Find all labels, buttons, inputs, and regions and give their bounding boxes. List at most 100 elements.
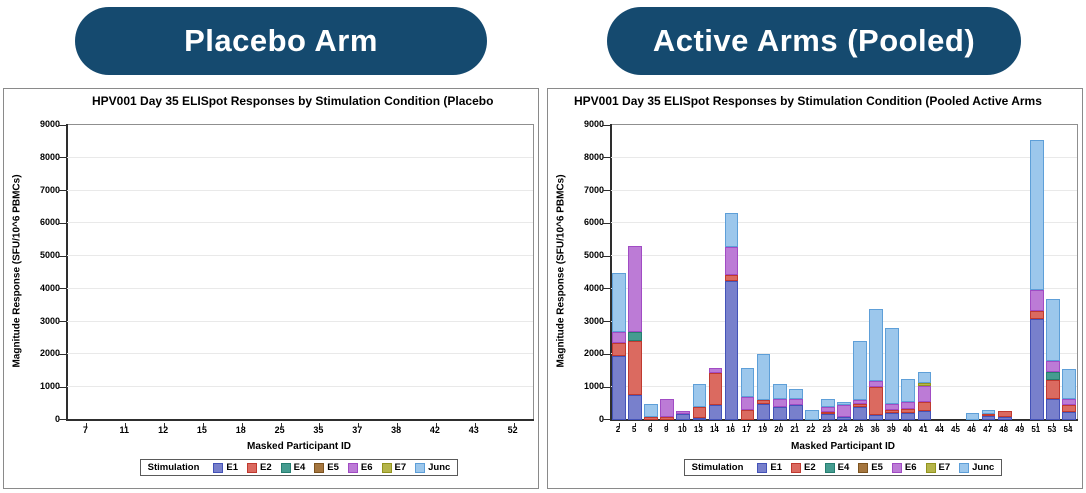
x-tick-label: 44 bbox=[934, 425, 944, 434]
x-tick-mark bbox=[358, 423, 360, 427]
gridline bbox=[611, 320, 1077, 322]
y-tick-mark bbox=[59, 386, 66, 388]
gridline bbox=[611, 386, 1077, 388]
x-tick-mark bbox=[619, 423, 621, 427]
bar-segment bbox=[869, 380, 883, 388]
bar-segment bbox=[917, 411, 932, 420]
bar-segment bbox=[1046, 361, 1060, 372]
x-axis-line bbox=[610, 419, 1078, 421]
bar-segment bbox=[612, 331, 626, 343]
y-tick-label: 0 bbox=[54, 414, 60, 424]
legend-swatch-icon bbox=[415, 462, 426, 473]
x-tick-mark bbox=[435, 423, 437, 427]
bar-segment bbox=[917, 386, 932, 402]
chart-title: HPV001 Day 35 ELISpot Responses by Stimu… bbox=[92, 94, 494, 108]
y-axis-line bbox=[66, 124, 68, 421]
x-tick-label: 13 bbox=[693, 425, 703, 434]
x-tick-mark bbox=[763, 423, 765, 427]
y-tick-mark bbox=[59, 222, 66, 224]
bar-segment bbox=[676, 414, 691, 420]
bar-segment bbox=[1062, 411, 1076, 420]
bar-segment bbox=[853, 404, 867, 407]
legend-swatch-icon bbox=[381, 462, 392, 473]
y-tick-mark bbox=[603, 386, 610, 388]
y-tick-label: 5000 bbox=[39, 250, 60, 261]
y-tick-label: 7000 bbox=[39, 184, 60, 195]
legend-item-e7: E7 bbox=[381, 462, 406, 473]
x-tick-mark bbox=[779, 423, 781, 427]
bar-segment bbox=[1046, 399, 1060, 420]
x-tick-label: 24 bbox=[838, 425, 848, 434]
bar-segment bbox=[821, 412, 835, 415]
bar-segment bbox=[837, 401, 851, 406]
x-tick-label: 42 bbox=[429, 425, 440, 435]
legend-label: E6 bbox=[360, 462, 373, 473]
y-tick-label: 3000 bbox=[39, 315, 60, 326]
bar-segment bbox=[853, 400, 867, 405]
legend-swatch-icon bbox=[757, 462, 768, 473]
bar-segment bbox=[612, 272, 626, 332]
x-tick-mark bbox=[280, 423, 282, 427]
x-tick-mark bbox=[164, 423, 166, 427]
y-tick-mark bbox=[603, 190, 610, 192]
y-tick-label: 0 bbox=[598, 414, 604, 424]
x-tick-label: 53 bbox=[1047, 425, 1057, 434]
bar-segment bbox=[612, 342, 626, 357]
bar-segment bbox=[901, 379, 916, 402]
x-tick-label: 9 bbox=[664, 425, 669, 434]
x-tick-mark bbox=[827, 423, 829, 427]
x-tick-mark bbox=[1052, 423, 1054, 427]
legend-item-e4: E4 bbox=[824, 462, 850, 473]
x-tick-label: 38 bbox=[391, 425, 402, 435]
x-tick-mark bbox=[1068, 423, 1070, 427]
x-tick-mark bbox=[319, 423, 321, 427]
y-tick-label: 2000 bbox=[583, 348, 604, 359]
bar-segment bbox=[901, 408, 916, 414]
bar-segment bbox=[724, 212, 739, 248]
legend-label: E6 bbox=[904, 462, 917, 473]
x-tick-label: 39 bbox=[886, 425, 896, 434]
x-tick-mark bbox=[892, 423, 894, 427]
gridline bbox=[67, 156, 533, 158]
bar-segment bbox=[1029, 140, 1044, 290]
x-tick-label: 12 bbox=[158, 425, 169, 435]
x-tick-label: 16 bbox=[726, 425, 735, 434]
x-tick-mark bbox=[731, 423, 733, 427]
legend-item-e4: E4 bbox=[280, 462, 305, 473]
bar-segment bbox=[1062, 405, 1076, 412]
bar-segment bbox=[885, 413, 900, 420]
legend-swatch-icon bbox=[280, 462, 291, 473]
x-tick-mark bbox=[940, 423, 942, 427]
bar-segment bbox=[788, 388, 803, 400]
x-tick-label: 14 bbox=[709, 425, 719, 434]
bar-segment bbox=[724, 274, 739, 281]
legend-title: Stimulation bbox=[691, 462, 744, 473]
bar-segment bbox=[917, 372, 932, 384]
y-tick-label: 8000 bbox=[583, 151, 604, 162]
y-tick-mark bbox=[603, 255, 610, 257]
y-tick-mark bbox=[59, 190, 66, 192]
y-tick-mark bbox=[59, 157, 66, 159]
legend-label: E4 bbox=[837, 462, 850, 473]
bar-segment bbox=[901, 401, 916, 409]
y-tick-label: 4000 bbox=[583, 282, 604, 293]
bar-segment bbox=[869, 387, 883, 416]
bar-segment bbox=[740, 397, 755, 411]
gridline bbox=[611, 156, 1077, 158]
bar-segment bbox=[821, 398, 835, 407]
legend-item-e7: E7 bbox=[925, 462, 951, 473]
x-tick-label: 47 bbox=[983, 425, 993, 434]
legend-label: E7 bbox=[938, 462, 951, 473]
bar-segment bbox=[885, 410, 900, 414]
y-tick-mark bbox=[603, 222, 610, 224]
x-tick-label: 35 bbox=[313, 425, 324, 435]
legend-item-e6: E6 bbox=[347, 462, 373, 473]
x-tick-mark bbox=[876, 423, 878, 427]
x-tick-label: 36 bbox=[870, 425, 880, 434]
x-tick-mark bbox=[202, 423, 204, 427]
legend-label: E5 bbox=[327, 462, 339, 473]
bar-segment bbox=[708, 405, 723, 420]
x-tick-mark bbox=[86, 423, 88, 427]
legend-item-e5: E5 bbox=[858, 462, 883, 473]
y-tick-mark bbox=[603, 124, 610, 126]
